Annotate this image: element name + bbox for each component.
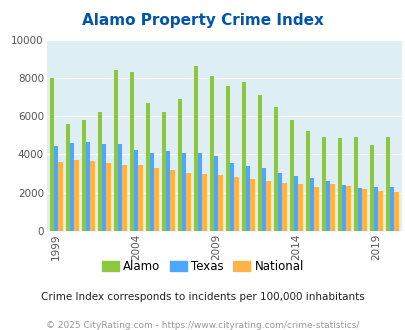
Bar	[58, 162, 63, 231]
Legend: Alamo, Texas, National: Alamo, Texas, National	[97, 255, 308, 278]
Bar	[82, 120, 86, 231]
Bar	[362, 189, 366, 231]
Bar	[106, 163, 111, 231]
Bar	[209, 76, 213, 231]
Bar	[54, 146, 58, 231]
Bar	[102, 144, 106, 231]
Bar	[50, 78, 54, 231]
Bar	[154, 168, 158, 231]
Bar	[130, 72, 134, 231]
Bar	[118, 144, 122, 231]
Bar	[321, 137, 325, 231]
Bar	[289, 120, 294, 231]
Bar	[305, 131, 309, 231]
Bar	[90, 161, 94, 231]
Bar	[330, 184, 334, 231]
Bar	[113, 70, 118, 231]
Bar	[145, 103, 150, 231]
Text: Crime Index corresponds to incidents per 100,000 inhabitants: Crime Index corresponds to incidents per…	[41, 292, 364, 302]
Bar	[66, 124, 70, 231]
Bar	[70, 143, 74, 231]
Bar	[294, 177, 298, 231]
Bar	[241, 82, 245, 231]
Bar	[262, 168, 266, 231]
Bar	[277, 173, 282, 231]
Bar	[245, 166, 250, 231]
Text: Alamo Property Crime Index: Alamo Property Crime Index	[82, 13, 323, 28]
Bar	[373, 187, 377, 231]
Bar	[198, 153, 202, 231]
Bar	[273, 107, 277, 231]
Bar	[394, 192, 398, 231]
Bar	[298, 184, 302, 231]
Bar	[357, 188, 362, 231]
Bar	[202, 174, 206, 231]
Bar	[213, 156, 218, 231]
Bar	[353, 137, 357, 231]
Bar	[134, 150, 138, 231]
Bar	[177, 99, 182, 231]
Bar	[250, 179, 254, 231]
Bar	[377, 191, 382, 231]
Bar	[122, 165, 126, 231]
Bar	[314, 187, 318, 231]
Bar	[138, 165, 143, 231]
Bar	[193, 66, 198, 231]
Bar	[170, 170, 175, 231]
Bar	[389, 187, 394, 231]
Bar	[86, 142, 90, 231]
Bar	[266, 181, 270, 231]
Bar	[74, 160, 79, 231]
Bar	[182, 153, 186, 231]
Bar	[150, 152, 154, 231]
Bar	[162, 112, 166, 231]
Bar	[325, 181, 330, 231]
Bar	[186, 173, 190, 231]
Bar	[337, 138, 341, 231]
Bar	[282, 183, 286, 231]
Bar	[234, 178, 238, 231]
Bar	[385, 137, 389, 231]
Bar	[369, 145, 373, 231]
Bar	[309, 178, 314, 231]
Bar	[225, 86, 230, 231]
Bar	[98, 112, 102, 231]
Bar	[218, 176, 222, 231]
Bar	[345, 186, 350, 231]
Text: © 2025 CityRating.com - https://www.cityrating.com/crime-statistics/: © 2025 CityRating.com - https://www.city…	[46, 321, 359, 330]
Bar	[341, 185, 345, 231]
Bar	[166, 150, 170, 231]
Bar	[257, 95, 262, 231]
Bar	[230, 163, 234, 231]
